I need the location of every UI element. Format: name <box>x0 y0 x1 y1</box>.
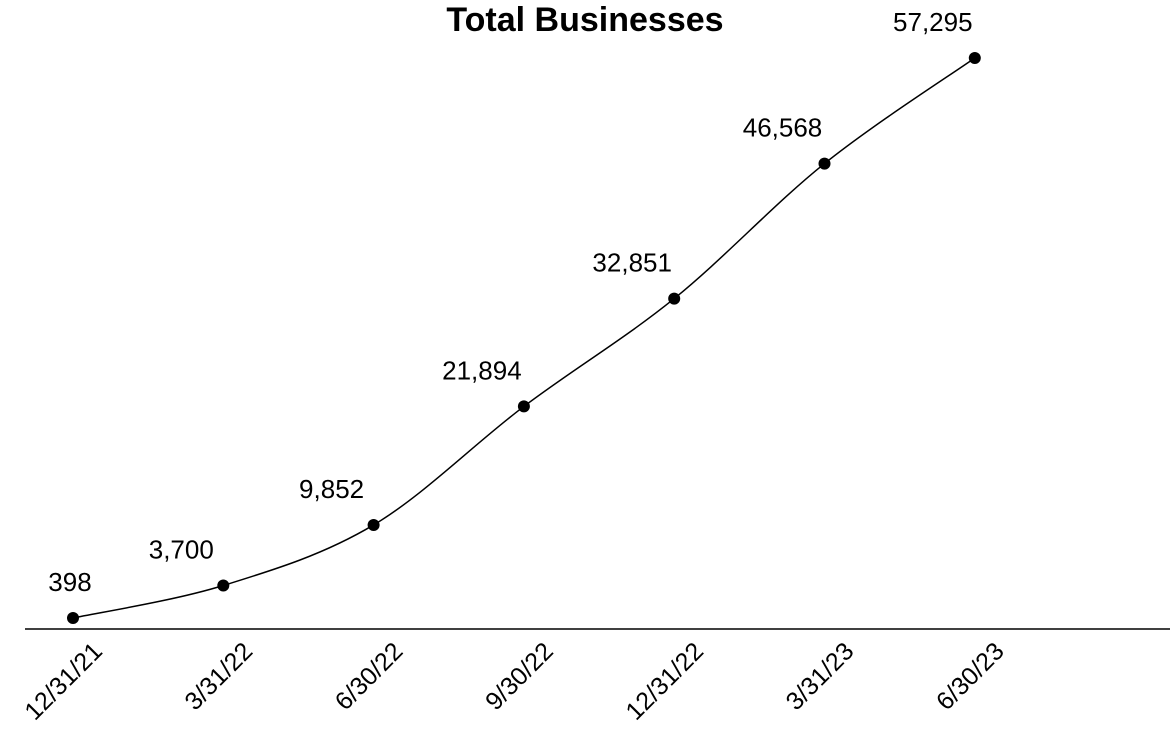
value-label: 57,295 <box>893 7 973 37</box>
x-tick-label: 3/31/22 <box>179 637 258 716</box>
value-label: 398 <box>48 567 91 597</box>
marker <box>217 579 230 592</box>
value-label: 9,852 <box>299 474 364 504</box>
marker <box>517 400 530 413</box>
x-tick-label: 12/31/21 <box>19 637 108 726</box>
value-label: 3,700 <box>149 534 214 564</box>
marker <box>968 52 981 64</box>
x-tick-label: 6/30/23 <box>931 637 1010 716</box>
x-tick-label: 3/31/23 <box>781 637 860 716</box>
marker <box>67 612 79 624</box>
x-tick-label: 12/31/22 <box>620 637 709 726</box>
chart-title: Total Businesses <box>446 1 723 39</box>
value-label: 46,568 <box>743 112 823 142</box>
x-tick-label: 9/30/22 <box>480 637 559 716</box>
value-label: 32,851 <box>592 247 672 277</box>
marker <box>367 518 380 531</box>
marker <box>668 292 681 305</box>
marker <box>818 157 831 170</box>
x-tick-label: 6/30/22 <box>330 637 409 716</box>
value-label: 21,894 <box>442 355 522 385</box>
